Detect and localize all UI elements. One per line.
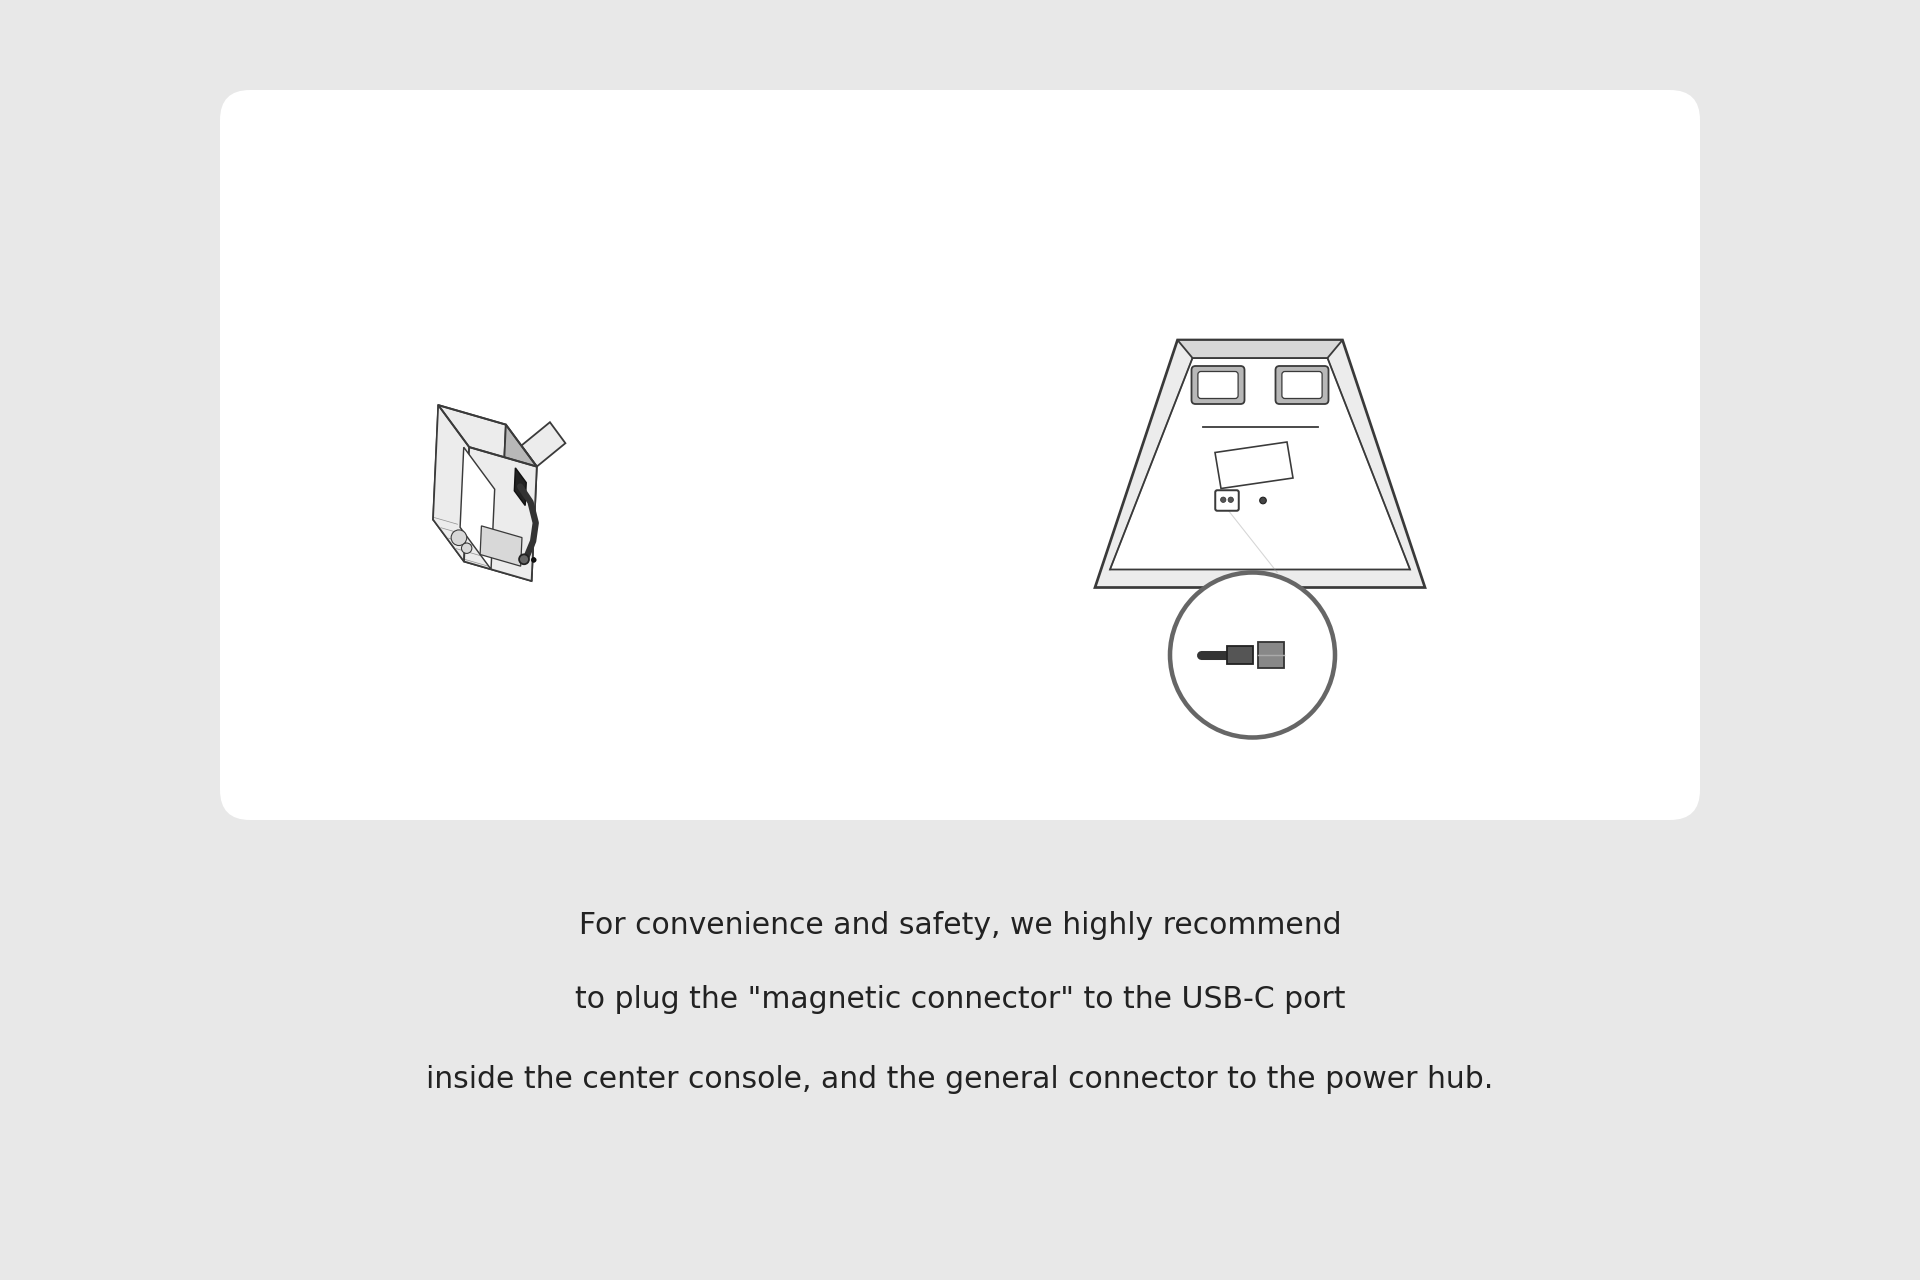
Polygon shape: [434, 404, 468, 562]
Polygon shape: [522, 422, 564, 467]
Polygon shape: [434, 520, 532, 581]
FancyBboxPatch shape: [1198, 371, 1238, 398]
Circle shape: [1169, 572, 1334, 737]
FancyBboxPatch shape: [1192, 366, 1244, 404]
Circle shape: [518, 554, 530, 564]
Polygon shape: [1110, 358, 1409, 570]
Polygon shape: [434, 404, 505, 539]
Polygon shape: [515, 468, 526, 506]
Polygon shape: [465, 447, 538, 581]
Circle shape: [1260, 497, 1267, 504]
Polygon shape: [1227, 646, 1252, 663]
FancyBboxPatch shape: [1283, 371, 1323, 398]
Text: For convenience and safety, we highly recommend: For convenience and safety, we highly re…: [578, 910, 1342, 940]
Circle shape: [1221, 497, 1227, 503]
Circle shape: [1229, 497, 1233, 503]
Circle shape: [532, 558, 536, 562]
Polygon shape: [461, 447, 495, 570]
FancyBboxPatch shape: [1275, 366, 1329, 404]
FancyBboxPatch shape: [221, 90, 1699, 820]
FancyBboxPatch shape: [1215, 490, 1238, 511]
Polygon shape: [1177, 340, 1342, 358]
Polygon shape: [1094, 340, 1425, 588]
Circle shape: [451, 530, 467, 545]
Polygon shape: [1258, 643, 1284, 668]
Text: inside the center console, and the general connector to the power hub.: inside the center console, and the gener…: [426, 1065, 1494, 1094]
Circle shape: [461, 543, 472, 553]
Polygon shape: [501, 425, 538, 581]
Text: to plug the "magnetic connector" to the USB-C port: to plug the "magnetic connector" to the …: [574, 986, 1346, 1015]
Polygon shape: [1215, 442, 1292, 489]
Polygon shape: [480, 526, 522, 566]
